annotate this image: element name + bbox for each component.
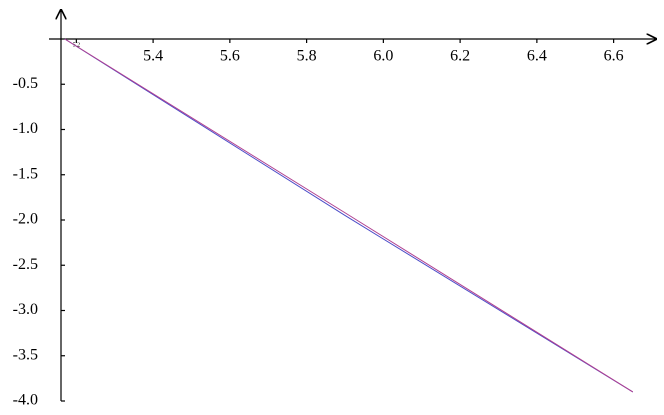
y-tick-label: -2.5 [13, 256, 38, 273]
y-tick-label: -1.5 [13, 165, 38, 182]
y-tick-label: -3.0 [13, 301, 38, 318]
x-tick-label: 5.8 [297, 48, 317, 65]
y-tick-label: -3.5 [13, 346, 38, 363]
x-tick-label: 5.6 [220, 48, 240, 65]
y-tick-label: -0.5 [13, 75, 38, 92]
x-tick-label: 5.4 [143, 48, 163, 65]
x-tick-label: 6.2 [450, 48, 470, 65]
y-tick-label: -4.0 [13, 392, 38, 409]
series-line [64, 38, 634, 393]
series-line [64, 38, 634, 393]
y-tick-label: -2.0 [13, 211, 38, 228]
x-tick-label: 6.0 [373, 48, 393, 65]
x-tick-label: 6.4 [527, 48, 547, 65]
x-tick-label: 5.2 [73, 42, 81, 48]
x-tick-label: 6.6 [604, 48, 624, 65]
y-tick-label: -1.0 [13, 120, 38, 137]
